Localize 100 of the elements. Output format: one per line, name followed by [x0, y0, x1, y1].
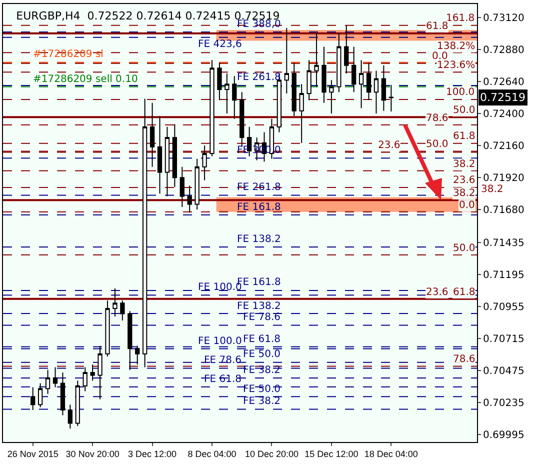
annotation: 38.2: [453, 159, 476, 170]
ref-line-label: FE 61.8: [243, 334, 281, 345]
ref-line-label: FE 161.8: [237, 202, 281, 213]
x-tick-label: 18 Dec 04:00: [364, 448, 418, 459]
y-tick-label: 0.71195: [483, 270, 524, 281]
ref-line-label: FE 100.0: [198, 282, 242, 293]
y-tick-label: 0.70715: [483, 334, 524, 346]
candlestick: [187, 185, 192, 213]
candlestick: [202, 145, 207, 181]
ref-line-label: FE 38.2: [243, 365, 281, 376]
candlestick: [150, 102, 155, 168]
candlestick: [82, 366, 88, 392]
candlestick: [232, 76, 237, 120]
y-tick-label: 0.71680: [483, 205, 524, 216]
text: 0.72519: [480, 91, 526, 104]
candlestick: [60, 372, 66, 416]
y-tick-label: 0.73120: [483, 12, 524, 24]
y-tick-label: 0.70955: [483, 302, 524, 313]
candlestick: [314, 32, 319, 88]
candlestick: [68, 404, 73, 430]
candlestick: [38, 382, 43, 408]
annotation: 50.0: [453, 105, 476, 116]
candlestick: [352, 46, 356, 93]
y-tick-label: 0.72640: [483, 76, 524, 88]
annotation: 23.6: [453, 175, 476, 186]
candlestick: [299, 84, 304, 144]
candlestick: [306, 60, 312, 101]
band-label: 38.2: [481, 184, 504, 195]
annotation: 38.2: [453, 188, 476, 199]
candlestick: [374, 70, 379, 114]
candlestick: [30, 386, 36, 410]
annotation: 50.0: [426, 139, 448, 150]
ref-line-label: FE 423,6: [198, 39, 242, 50]
candlestick: [98, 345, 102, 400]
candlestick: [292, 62, 296, 117]
ref-line-label: FE 138.2: [237, 234, 281, 245]
y-tick-label: 0.72400: [483, 109, 524, 120]
candlestick: [388, 84, 394, 112]
x-tick-label: 30 Nov 20:00: [66, 448, 120, 459]
ref-line-label: FE 50.0: [243, 349, 281, 360]
ref-line-label: FE 300.0: [237, 145, 281, 156]
ref-line-label: FE 100.0: [198, 336, 242, 347]
y-tick-label: 0.71435: [483, 238, 524, 249]
y-tick-label: 0.71920: [483, 173, 524, 184]
candlestick: [105, 300, 110, 358]
annotation: 78.6: [453, 354, 476, 365]
annotation: 23.6: [378, 140, 400, 151]
x-tick-label: 8 Dec 04:00: [188, 448, 236, 459]
annotation: 50.0: [453, 243, 476, 254]
candlestick: [247, 126, 252, 157]
annotation: 123.6%: [437, 60, 476, 71]
ref-line-label: #17286209 sell 0.10: [33, 74, 138, 85]
candlestick: [366, 62, 372, 101]
annotation: 78.6: [426, 113, 448, 124]
candlestick: [172, 124, 178, 188]
candlestick: [112, 288, 118, 317]
candlestick: [194, 158, 200, 210]
candlestick: [329, 80, 334, 114]
annotation: 61.8: [426, 21, 448, 32]
candlestick: [120, 300, 125, 321]
candlestick: [224, 72, 230, 114]
candlestick: [52, 366, 58, 388]
candlestick: [157, 116, 162, 194]
candlestick: [164, 126, 170, 197]
candlestick: [90, 364, 95, 382]
candlestick: [358, 60, 364, 109]
y-tick-label: 0.72880: [483, 44, 524, 56]
x-tick-label: 3 Dec 12:00: [128, 448, 177, 459]
y-tick-label: 0.70475: [483, 366, 524, 378]
y-tick-label: 0.69995: [483, 430, 524, 442]
candlestick: [322, 46, 326, 104]
candlestick: [180, 166, 184, 208]
annotation: 0.0: [432, 51, 448, 62]
candlestick: [336, 32, 342, 93]
ref-line-label: FE 38.2: [243, 396, 281, 407]
annotation: 61.8: [453, 287, 476, 298]
candlestick: [381, 64, 386, 112]
candlestick: [75, 380, 80, 426]
candlestick: [344, 24, 349, 74]
annotation: 138.2%: [437, 41, 476, 52]
candlestick: [284, 28, 289, 94]
ref-line-label: FE 138.2: [237, 301, 281, 312]
candlestick: [240, 92, 244, 148]
x-tick-label: 15 Dec 12:00: [304, 448, 358, 459]
candlestick: [142, 98, 148, 368]
annotation: 161.8: [446, 13, 475, 24]
candlestick: [217, 62, 222, 101]
ref-line-label: FE 50.0: [243, 384, 281, 395]
candlestick: [210, 60, 214, 157]
candlestick: [135, 345, 140, 366]
candlestick: [128, 310, 132, 370]
annotation: 100.0: [446, 87, 475, 98]
annotation: 0.0: [459, 200, 475, 211]
annotation: 23.6: [426, 287, 448, 298]
y-tick-label: 0.72160: [483, 141, 524, 152]
annotation: 61.8: [453, 131, 476, 142]
y-tick-label: 0.70235: [483, 398, 524, 410]
x-tick-label: 26 Nov 2015: [7, 448, 58, 459]
candlestick: [45, 369, 50, 394]
x-tick-label: 10 Dec 20:00: [244, 448, 298, 459]
